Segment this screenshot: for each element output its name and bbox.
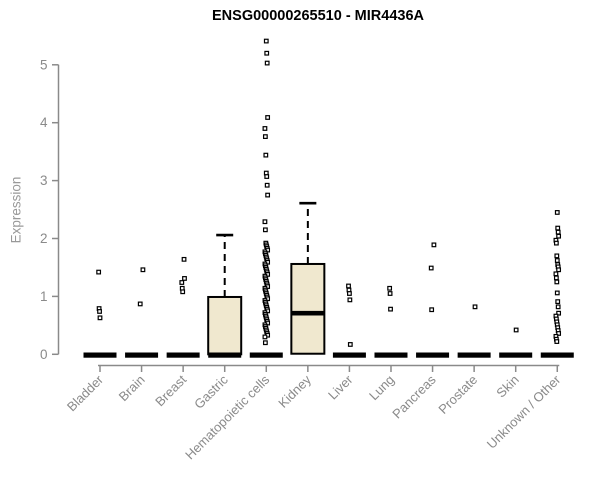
- median-line: [208, 352, 242, 358]
- x-tick-label: Unknown / Other: [484, 372, 564, 452]
- outlier-point: [554, 279, 560, 285]
- y-tick-label: 1: [40, 289, 48, 304]
- outlier-point: [387, 291, 393, 296]
- outlier-point: [428, 265, 434, 271]
- collapsed-box-bar: [374, 352, 408, 358]
- x-tick-label: Lung: [366, 372, 397, 403]
- outlier-point: [180, 289, 186, 295]
- outlier-point: [262, 134, 268, 139]
- outlier-point: [347, 342, 353, 347]
- outlier-point: [262, 126, 268, 131]
- outlier-point: [263, 38, 269, 44]
- collapsed-box-bar: [540, 352, 574, 358]
- box: [207, 295, 243, 356]
- outlier-point: [262, 340, 268, 346]
- outlier-point: [554, 210, 560, 215]
- outlier-point: [265, 192, 271, 198]
- x-tick-label: Liver: [325, 372, 356, 403]
- outlier-point: [262, 227, 268, 233]
- collapsed-box-bar: [499, 352, 533, 358]
- collapsed-box-bar: [166, 352, 200, 358]
- outlier-point: [554, 339, 560, 344]
- outlier-point: [553, 275, 559, 281]
- outlier-point: [179, 280, 185, 285]
- collapsed-box-bar: [125, 352, 159, 358]
- collapsed-box-bar: [249, 352, 283, 358]
- outlier-point: [555, 225, 561, 231]
- outlier-point: [262, 334, 268, 340]
- outlier-point: [387, 285, 393, 291]
- outlier-point: [554, 258, 560, 263]
- outlier-point: [97, 315, 103, 321]
- outlier-point: [472, 304, 478, 310]
- outlier-point: [140, 267, 146, 273]
- outlier-point: [429, 307, 435, 313]
- collapsed-box-bar: [83, 352, 117, 358]
- outlier-point: [263, 152, 269, 158]
- outlier-point: [265, 115, 271, 120]
- outlier-point: [556, 267, 562, 273]
- collapsed-box-bar: [457, 352, 491, 358]
- y-tick-label: 2: [40, 231, 48, 246]
- median-line: [291, 310, 325, 316]
- x-tick-label: Brain: [116, 372, 148, 404]
- outlier-point: [264, 50, 270, 56]
- x-tick-label: Gastric: [191, 372, 231, 412]
- y-tick-label: 0: [40, 347, 48, 362]
- x-tick-label: Breast: [152, 372, 189, 409]
- collapsed-box-bar: [332, 352, 366, 358]
- box: [290, 262, 326, 355]
- y-tick-label: 5: [40, 57, 48, 72]
- outlier-point: [554, 253, 560, 259]
- outlier-point: [555, 299, 561, 305]
- collapsed-box-bar: [416, 352, 450, 358]
- x-tick-label: Skin: [493, 372, 521, 400]
- outlier-point: [182, 276, 187, 281]
- outlier-point: [181, 256, 187, 262]
- outlier-point: [554, 290, 560, 296]
- outlier-point: [346, 283, 351, 289]
- outlier-point: [347, 297, 353, 303]
- outlier-point: [556, 331, 562, 336]
- y-tick-label: 4: [40, 115, 48, 130]
- y-tick-label: 3: [40, 173, 48, 188]
- x-tick-label: Bladder: [64, 372, 107, 415]
- x-tick-label: Kidney: [275, 372, 314, 411]
- outlier-point: [388, 306, 393, 312]
- x-tick-label: Prostate: [435, 372, 480, 417]
- outlier-point: [431, 242, 437, 248]
- outlier-point: [96, 269, 102, 275]
- outlier-point: [137, 301, 143, 307]
- outlier-point: [556, 310, 562, 316]
- outlier-point: [555, 229, 561, 235]
- outlier-point: [97, 309, 102, 314]
- outlier-point: [555, 304, 561, 310]
- outlier-point: [556, 233, 562, 239]
- outlier-point: [553, 271, 559, 277]
- outlier-point: [347, 291, 352, 296]
- outlier-point: [264, 60, 270, 66]
- outlier-point: [264, 174, 270, 179]
- x-tick-label: Pancreas: [389, 372, 439, 422]
- outlier-point: [553, 240, 559, 246]
- outlier-point: [262, 219, 268, 225]
- outlier-point: [513, 327, 519, 333]
- outlier-point: [264, 182, 270, 188]
- chart-title: ENSG00000265510 - MIR4436A: [212, 8, 424, 24]
